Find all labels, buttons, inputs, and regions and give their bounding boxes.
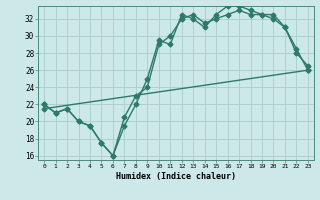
X-axis label: Humidex (Indice chaleur): Humidex (Indice chaleur): [116, 172, 236, 181]
